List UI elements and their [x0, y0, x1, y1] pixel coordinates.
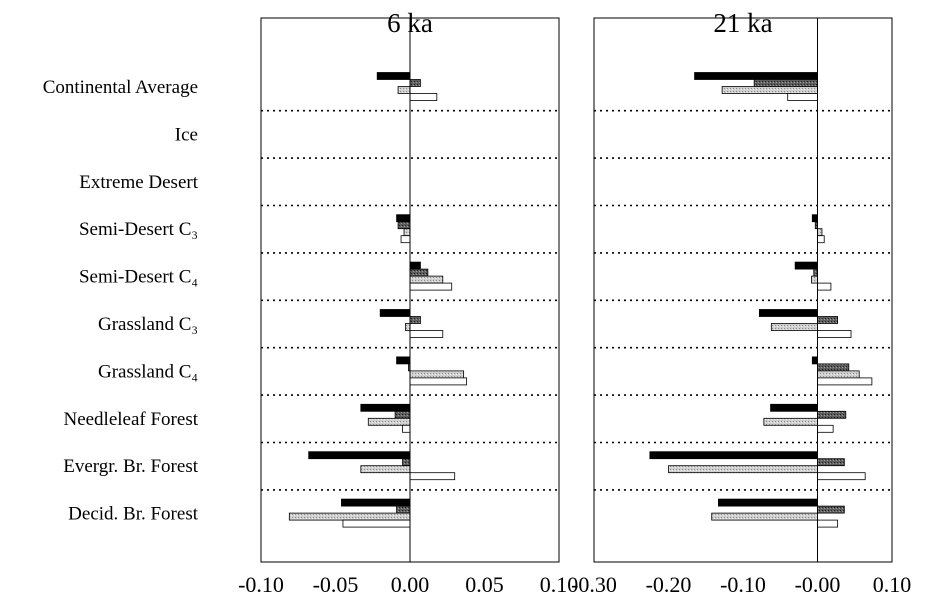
- x-tick-label: -0.10: [720, 572, 766, 597]
- bar: [342, 519, 411, 528]
- panel-title: 21 ka: [713, 8, 772, 38]
- bar: [402, 424, 411, 433]
- category-label: Grassland C₄: [98, 361, 198, 382]
- x-tick-label: -0.30: [571, 572, 617, 597]
- bar: [409, 472, 456, 481]
- bar: [308, 451, 411, 460]
- category-label: Evergr. Br. Forest: [63, 456, 198, 477]
- bar: [694, 72, 818, 80]
- bar: [817, 472, 866, 481]
- bar: [409, 316, 421, 324]
- bar: [396, 505, 411, 514]
- bar: [817, 363, 850, 372]
- bar: [367, 417, 411, 426]
- bar: [817, 282, 832, 291]
- bar: [409, 330, 444, 338]
- bar: [409, 275, 444, 284]
- category-label: Semi-Desert C₃: [79, 219, 198, 240]
- category-label: Semi-Desert C₄: [79, 267, 198, 288]
- category-label: Ice: [175, 124, 198, 145]
- bar: [409, 79, 421, 87]
- bar: [817, 410, 847, 419]
- bar: [817, 370, 860, 379]
- panel-21ka: 21 ka -0.30 -0.20 -0.10 -0.00 0.10: [571, 8, 911, 597]
- bar: [817, 505, 845, 514]
- bar: [360, 465, 411, 474]
- bar: [817, 316, 839, 324]
- bar: [397, 86, 411, 94]
- bar: [817, 458, 845, 467]
- bar: [376, 72, 411, 80]
- bar: [817, 330, 852, 338]
- bar: [794, 261, 818, 270]
- category-label: Extreme Desert: [79, 172, 198, 193]
- plot-frame: [593, 17, 893, 563]
- bar: [770, 323, 818, 331]
- bar: [763, 417, 818, 426]
- bar: [400, 235, 411, 244]
- bar: [718, 498, 818, 507]
- bar: [396, 214, 411, 223]
- bar: [770, 403, 818, 412]
- bar: [360, 403, 411, 412]
- bar: [753, 79, 818, 87]
- x-tick-label: -0.05: [313, 572, 359, 597]
- bar: [409, 377, 468, 386]
- bar: [288, 512, 411, 521]
- bar: [409, 268, 429, 277]
- x-tick-label: 0.00: [391, 572, 430, 597]
- x-tick-label: 0.10: [540, 572, 579, 597]
- bar: [397, 221, 411, 230]
- bar: [817, 228, 823, 237]
- panel-6ka: 6 ka-0.10 -0.05 0.00 0.05 0.10: [238, 8, 578, 597]
- bar: [405, 323, 411, 331]
- bar: [409, 370, 465, 379]
- category-labels: Continental Average Ice Extreme Desert Semi…: [43, 77, 199, 525]
- x-tick-label: -0.00: [795, 572, 841, 597]
- category-label: Continental Average: [43, 77, 198, 98]
- x-tick-label: 0.05: [465, 572, 504, 597]
- bar: [817, 519, 839, 528]
- bar: [758, 309, 818, 317]
- bar: [394, 410, 411, 419]
- bar: [813, 268, 818, 277]
- bar: [403, 228, 411, 237]
- bar: [721, 86, 818, 94]
- bar: [668, 465, 818, 474]
- bar: [817, 424, 834, 433]
- x-tick-label: -0.20: [646, 572, 692, 597]
- bar: [379, 309, 411, 317]
- bar: [817, 235, 825, 244]
- x-tick-label: -0.10: [238, 572, 284, 597]
- category-label: Decid. Br. Forest: [68, 504, 199, 525]
- bar: [787, 93, 818, 101]
- bar: [817, 377, 873, 386]
- x-tick-label: 0.10: [873, 572, 912, 597]
- bar: [341, 498, 411, 507]
- bar: [811, 356, 818, 365]
- bar: [409, 261, 421, 270]
- category-label: Grassland C₃: [98, 314, 198, 335]
- bar: [811, 275, 818, 284]
- bar: [711, 512, 818, 521]
- bar: [396, 356, 411, 365]
- bar: [409, 93, 438, 101]
- bar: [649, 451, 818, 460]
- bar: [409, 282, 453, 291]
- bar: [811, 214, 818, 223]
- category-label: Needleleaf Forest: [63, 409, 198, 430]
- bar: [402, 458, 411, 467]
